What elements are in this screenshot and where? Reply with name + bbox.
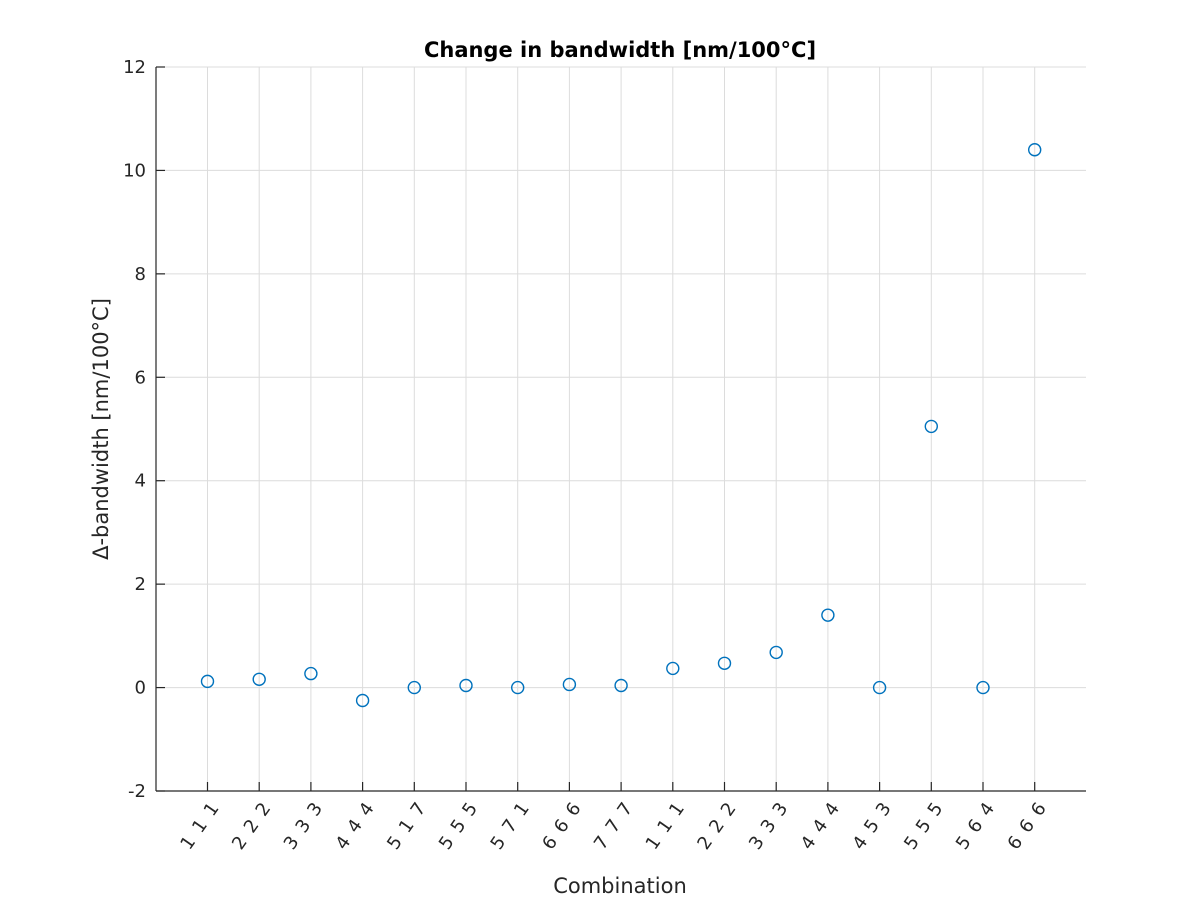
y-axis-label: Δ-bandwidth [nm/100°C] <box>89 298 113 560</box>
x-tick-label: 2 2 2 <box>693 799 740 854</box>
data-point <box>304 666 318 681</box>
data-point <box>252 672 266 686</box>
y-tick-label: 12 <box>123 57 146 78</box>
x-tick-label: 4 4 4 <box>797 799 844 854</box>
data-point <box>821 608 835 622</box>
data-point <box>355 693 370 708</box>
x-tick-label: 5 6 4 <box>952 799 999 854</box>
x-tick-label: 3 3 3 <box>280 799 327 854</box>
data-point <box>872 680 887 695</box>
data-point <box>769 645 783 660</box>
x-tick-label: 5 5 5 <box>435 799 482 854</box>
data-point <box>200 674 215 689</box>
x-tick-label: 3 3 3 <box>745 799 792 854</box>
grid <box>156 66 1086 792</box>
y-tick-label: 8 <box>135 264 146 285</box>
x-tick-label: 5 1 7 <box>383 799 430 854</box>
data-point <box>511 680 525 695</box>
y-tick-label: 2 <box>135 574 146 595</box>
data-point <box>459 678 473 693</box>
x-tick-label: 5 7 1 <box>487 799 534 854</box>
data-points <box>200 143 1042 708</box>
x-tick-label: 4 5 3 <box>848 799 895 854</box>
y-tick-label: 6 <box>135 367 146 388</box>
x-tick-label: 6 6 6 <box>538 799 585 854</box>
data-point <box>1027 143 1042 157</box>
x-tick-label: 5 5 5 <box>900 799 947 854</box>
x-tick-label: 2 2 2 <box>228 799 275 854</box>
data-point <box>976 680 990 695</box>
x-axis-label: Combination <box>553 874 687 898</box>
data-point <box>614 678 628 693</box>
y-tick-label: 10 <box>123 160 146 181</box>
x-tick-label: 7 7 7 <box>590 799 637 854</box>
data-point <box>407 680 421 695</box>
x-tick-label: 1 1 1 <box>176 799 223 854</box>
data-point <box>924 419 938 434</box>
y-tick-label: 4 <box>135 471 146 492</box>
x-tick-label: 6 6 6 <box>1004 799 1051 854</box>
data-point <box>717 656 732 670</box>
data-point <box>666 661 680 676</box>
y-tick-label: 0 <box>135 678 146 699</box>
x-tick-label: 1 1 1 <box>642 799 689 854</box>
y-tick-label: -2 <box>128 781 146 802</box>
data-point <box>562 677 577 692</box>
x-tick-label: 4 4 4 <box>331 799 378 854</box>
chart-title: Change in bandwidth [nm/100°C] <box>424 38 816 62</box>
